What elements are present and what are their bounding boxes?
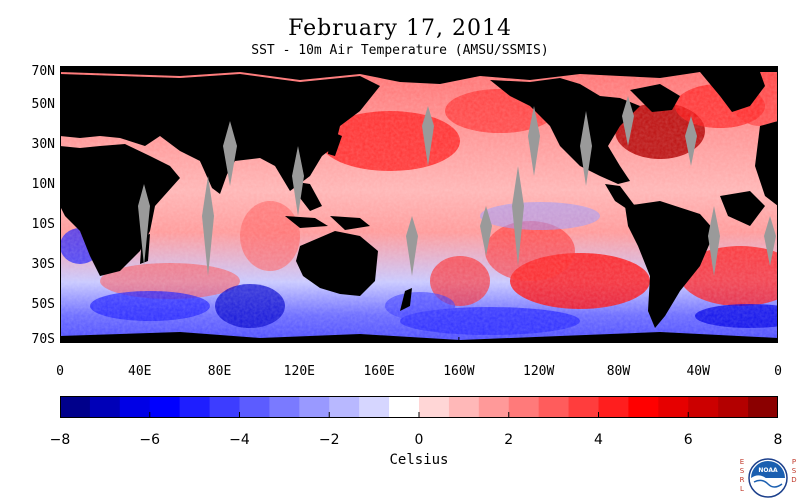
colorbar-swatch [628, 396, 659, 418]
colorbar [59, 396, 779, 418]
longitude-label: 120W [523, 364, 555, 379]
svg-text:NOAA: NOAA [758, 467, 778, 474]
latitude-label: 30N [31, 137, 55, 152]
colorbar-swatch [329, 396, 360, 418]
colorbar-tick-label: 4 [594, 432, 603, 448]
colorbar-swatch [718, 396, 749, 418]
colorbar-tick-label: 2 [504, 432, 514, 448]
colorbar-swatch [209, 396, 240, 418]
longitude-label: 80E [207, 364, 232, 379]
sst-anomaly-map [60, 66, 778, 343]
longitude-label: 40E [128, 364, 152, 379]
colorbar-swatch [299, 396, 330, 418]
colorbar-swatch [179, 396, 211, 418]
colorbar-swatch [419, 396, 450, 418]
colorbar-swatch [149, 396, 181, 418]
noaa-logo: NOAA [748, 458, 788, 498]
colorbar-tick-label: 8 [773, 432, 783, 448]
colorbar-swatch [119, 396, 151, 418]
colorbar-swatch [359, 396, 390, 418]
map-tick-marks [60, 66, 778, 343]
colorbar-swatch [658, 396, 689, 418]
latitude-label: 30S [31, 257, 55, 272]
colorbar-swatch [598, 396, 629, 418]
colorbar-swatch [508, 396, 540, 418]
colorbar-tick-label: −6 [139, 432, 161, 448]
colorbar-swatch [688, 396, 719, 418]
map-title: February 17, 2014 [288, 16, 512, 41]
latitude-label: 10S [31, 217, 55, 232]
colorbar-tick-label: 6 [683, 432, 693, 448]
latitude-label: 50S [31, 297, 55, 312]
colorbar-swatch [389, 396, 420, 418]
latitude-label: 10N [31, 177, 55, 192]
latitude-label: 70N [31, 64, 55, 79]
map-subtitle: SST - 10m Air Temperature (AMSU/SSMIS) [251, 43, 549, 58]
longitude-label: 160W [443, 364, 475, 379]
colorbar-tick-label: −2 [318, 432, 340, 448]
longitude-label: 160E [363, 364, 395, 379]
colorbar-swatch [448, 396, 480, 418]
colorbar-swatch [89, 396, 121, 418]
longitude-label: 0 [774, 364, 782, 379]
colorbar-swatch [538, 396, 570, 418]
missing-data-swaths [138, 96, 776, 276]
colorbar-tick-label: −4 [229, 432, 250, 448]
colorbar-swatch [748, 396, 779, 418]
latitude-label: 50N [31, 97, 55, 112]
colorbar-unit-label: Celsius [389, 452, 449, 468]
longitude-label: 0 [56, 364, 64, 379]
colorbar-swatch [239, 396, 270, 418]
colorbar-swatch [60, 396, 91, 418]
longitude-label: 40W [686, 364, 710, 379]
longitude-label: 120E [283, 364, 315, 379]
colorbar-swatch [269, 396, 300, 418]
colorbar-tick-label: −8 [49, 432, 71, 448]
colorbar-tick-label: 0 [414, 432, 424, 448]
latitude-label: 70S [31, 332, 55, 347]
colorbar-swatch [568, 396, 599, 418]
longitude-label: 80W [606, 364, 631, 379]
colorbar-swatch [478, 396, 510, 418]
